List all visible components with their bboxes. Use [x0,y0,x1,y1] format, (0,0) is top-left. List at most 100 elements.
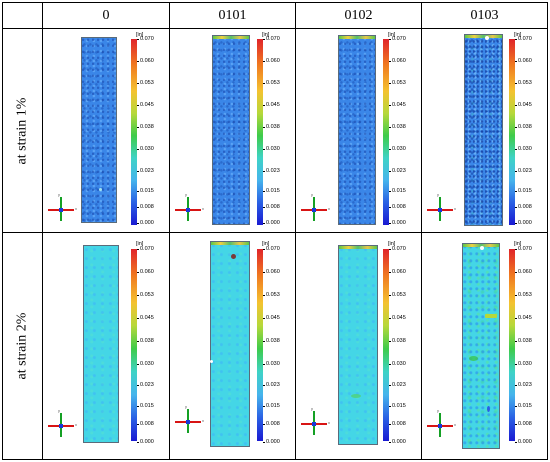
panel-0102-strain-1: [in] 0.070 0.060 0.053 0.045 0.038 0.030… [296,29,422,233]
tick-label: 0.053 [389,80,406,86]
legend-unit: [in] [388,32,396,38]
tick-label: 0.070 [263,246,280,252]
tick-label: 0.045 [137,315,154,321]
tick-label: 0.008 [515,204,532,210]
tick-label: 0.015 [515,403,532,409]
tick-label: 0.000 [263,220,280,226]
tick-label: 0.023 [515,168,532,174]
legend-unit: [in] [136,241,144,247]
legend-unit: [in] [262,241,270,247]
panel-0-strain-2: [in] 0.070 0.060 0.053 0.045 0.038 0.030… [43,233,170,459]
colorbar [257,249,263,441]
tick-label: 0.038 [137,338,154,344]
tick-label: 0.015 [263,403,280,409]
tick-label: 0.070 [263,36,280,42]
legend-unit: [in] [388,241,396,247]
tick-label: 0.030 [389,361,406,367]
specimen-deviation-map [212,35,250,225]
tick-label: 0.008 [389,421,406,427]
tick-label: 0.060 [515,58,532,64]
tick-label: 0.060 [515,269,532,275]
colorbar [131,39,137,225]
tick-label: 0.015 [389,403,406,409]
tick-label: 0.070 [389,36,406,42]
edge-band [465,35,502,38]
tick-label: 0.060 [389,58,406,64]
tick-label: 0.038 [389,124,406,130]
panel-0101-strain-1: [in] 0.070 0.060 0.053 0.045 0.038 0.030… [170,29,296,233]
surface-mark [351,394,361,398]
tick-label: 0.030 [515,361,532,367]
edge-band [463,244,499,247]
tick-label: 0.008 [137,204,154,210]
specimen-deviation-map [210,241,250,447]
tick-label: 0.060 [263,58,280,64]
specimen-deviation-map [464,34,503,226]
tick-label: 0.008 [263,421,280,427]
colorbar [509,39,515,225]
legend-unit: [in] [514,32,522,38]
tick-label: 0.015 [515,188,532,194]
tick-label: 0.053 [263,80,280,86]
tick-label: 0.070 [515,36,532,42]
tick-label: 0.038 [515,338,532,344]
tick-label: 0.053 [137,80,154,86]
corner-cell [3,3,43,29]
specimen-deviation-map [462,243,500,449]
colorbar [383,249,389,441]
tick-label: 0.060 [137,269,154,275]
tick-label: 0.030 [137,361,154,367]
surface-mark [469,356,478,361]
tick-label: 0.045 [263,102,280,108]
tick-label: 0.030 [137,146,154,152]
tick-label: 0.015 [137,188,154,194]
tick-label: 0.023 [137,168,154,174]
tick-label: 0.000 [515,439,532,445]
tick-label: 0.008 [389,204,406,210]
legend-unit: [in] [514,241,522,247]
tick-label: 0.023 [137,382,154,388]
tick-label: 0.060 [263,269,280,275]
surface-mark [485,314,497,318]
specimen-deviation-map [338,245,378,445]
edge-band [211,242,249,245]
tick-label: 0.045 [389,102,406,108]
tick-label: 0.015 [137,403,154,409]
edge-band [213,36,249,39]
tick-label: 0.015 [389,188,406,194]
tick-label: 0.053 [389,292,406,298]
column-header-0: 0 [43,3,170,29]
column-header-0101: 0101 [170,3,296,29]
column-header-0102: 0102 [296,3,422,29]
tick-label: 0.070 [515,246,532,252]
edge-band [339,246,377,249]
tick-label: 0.053 [515,80,532,86]
tick-label: 0.045 [515,102,532,108]
panel-0103-strain-2: [in] 0.070 0.060 0.053 0.045 0.038 0.030… [422,233,547,459]
tick-label: 0.000 [137,439,154,445]
specimen-deviation-map [81,37,117,223]
tick-label: 0.023 [515,382,532,388]
row-label-strain-2: at strain 2% [3,233,43,459]
tick-label: 0.038 [515,124,532,130]
tick-label: 0.070 [137,36,154,42]
tick-label: 0.038 [389,338,406,344]
tick-label: 0.000 [389,439,406,445]
surface-mark [485,36,489,40]
colorbar [509,249,515,441]
tick-label: 0.053 [263,292,280,298]
tick-label: 0.000 [389,220,406,226]
edge-band [339,36,375,39]
tick-label: 0.070 [389,246,406,252]
panel-0101-strain-2: [in] 0.070 0.060 0.053 0.045 0.038 0.030… [170,233,296,459]
tick-label: 0.023 [263,382,280,388]
tick-label: 0.045 [137,102,154,108]
tick-label: 0.045 [263,315,280,321]
colorbar [257,39,263,225]
